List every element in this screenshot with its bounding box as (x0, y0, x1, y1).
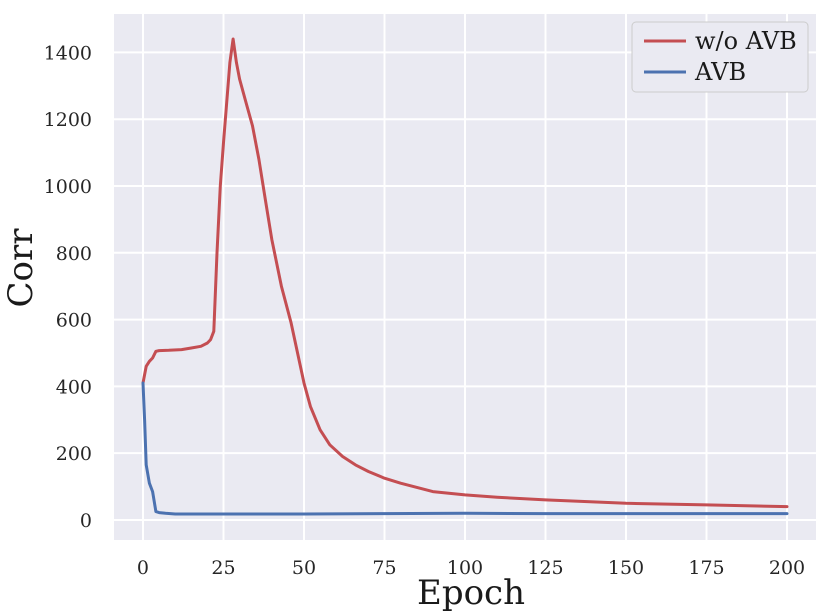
series-line-avb (141, 381, 789, 516)
x-tick-label: 0 (137, 557, 149, 579)
x-tick-label: 50 (292, 557, 316, 579)
y-tick-label: 800 (56, 243, 92, 265)
x-tick-label: 200 (769, 557, 805, 579)
y-tick-label: 400 (56, 376, 92, 398)
legend-label-avb: AVB (694, 58, 746, 86)
y-tick-label: 0 (80, 510, 92, 532)
y-axis-title: Corr (1, 228, 41, 308)
x-tick-label: 75 (372, 557, 396, 579)
y-tick-label: 1400 (44, 42, 92, 64)
legend: w/o AVB AVB (631, 21, 809, 93)
series-lines (141, 37, 789, 516)
x-tick-labels: 0 25 50 75 100 125 150 175 200 (137, 557, 805, 579)
y-tick-label: 1200 (44, 109, 92, 131)
legend-label-wo-avb: w/o AVB (695, 27, 797, 55)
x-tick-label: 25 (211, 557, 235, 579)
y-tick-label: 600 (56, 310, 92, 332)
x-axis-title: Epoch (417, 573, 525, 613)
y-tick-labels: 0 200 400 600 800 1000 1200 1400 (44, 42, 92, 532)
y-tick-label: 200 (56, 443, 92, 465)
grid-lines (114, 14, 816, 540)
x-tick-label: 125 (527, 557, 563, 579)
x-tick-label: 150 (608, 557, 644, 579)
y-tick-label: 1000 (44, 176, 92, 198)
x-tick-label: 100 (447, 557, 483, 579)
x-tick-label: 175 (688, 557, 724, 579)
series-line-w-o-avb (141, 37, 789, 509)
